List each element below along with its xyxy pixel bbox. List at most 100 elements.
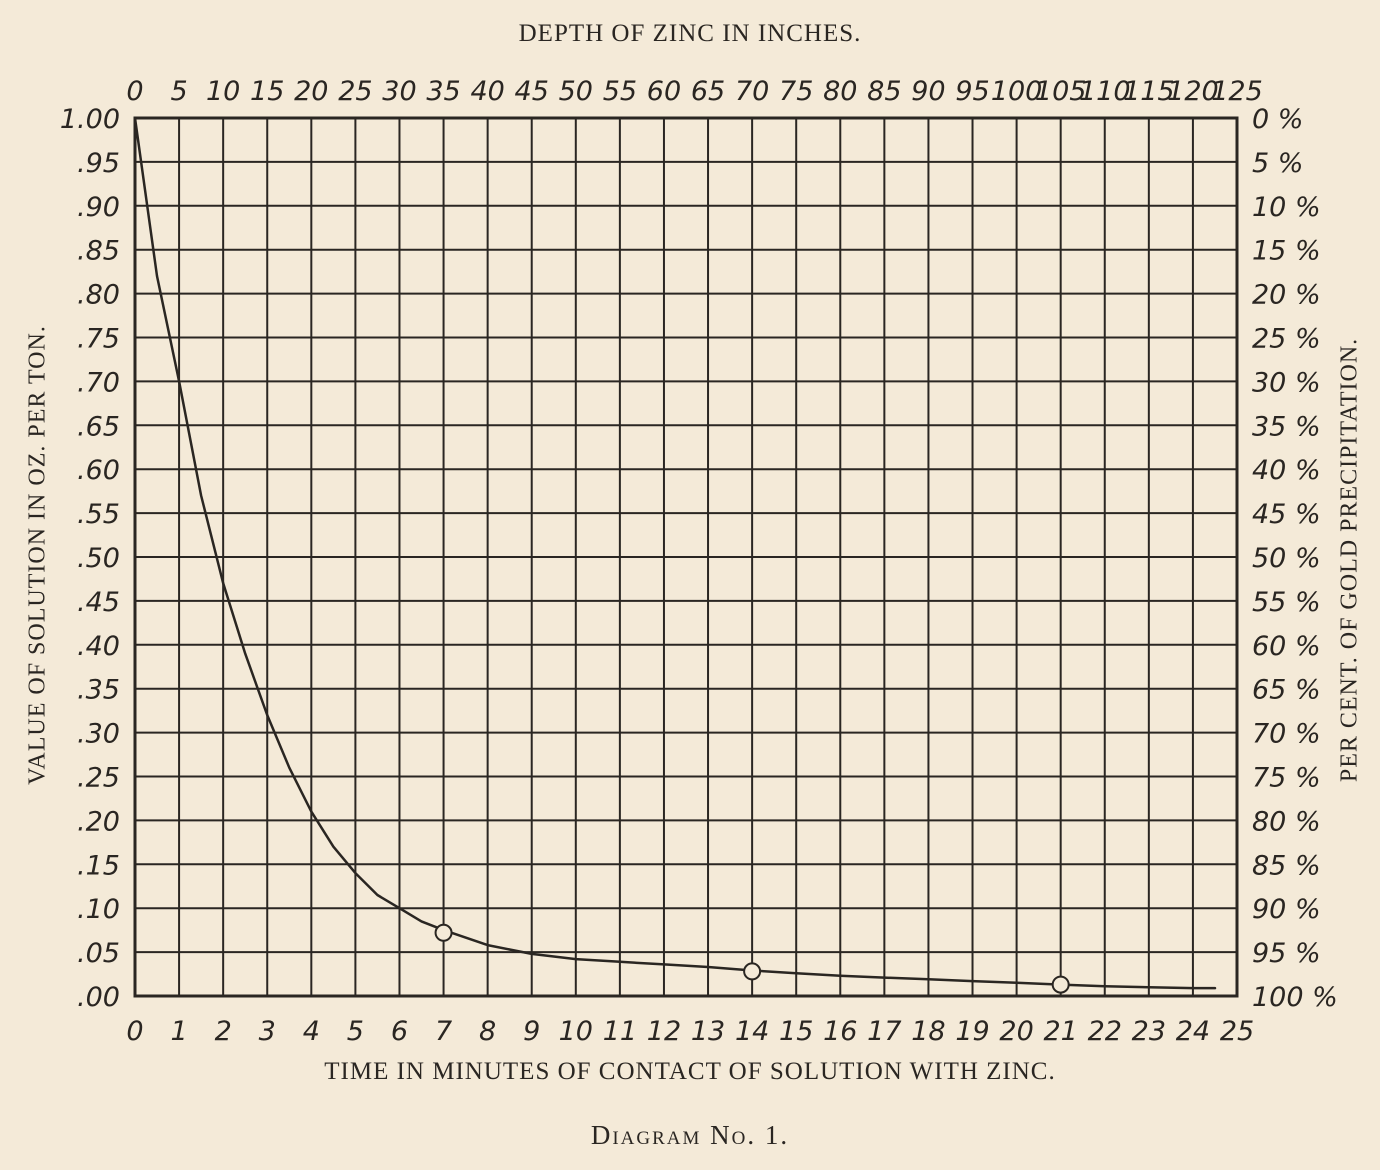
right-tick-label: 75 %: [1252, 763, 1321, 794]
right-tick-label: 5 %: [1252, 148, 1303, 179]
top-tick-label: 75: [779, 76, 813, 107]
bottom-axis-title: TIME IN MINUTES OF CONTACT OF SOLUTION W…: [324, 1058, 1056, 1085]
plot-border: [133, 116, 1239, 998]
left-tick-label: .60: [77, 455, 120, 486]
right-axis-ticks: 0 % 5 % 10 % 15 % 20 % 25 % 30 % 35 % 40 % 45 % 50…: [1252, 104, 1338, 1013]
left-tick-label: .40: [77, 631, 120, 662]
right-tick-label: 70 %: [1252, 719, 1321, 750]
top-tick-label: 125: [1211, 76, 1263, 107]
top-tick-label: 50: [559, 76, 593, 107]
left-tick-label: .65: [77, 411, 120, 442]
right-tick-label: 55 %: [1252, 587, 1321, 618]
left-tick-label: .35: [77, 675, 120, 706]
bottom-tick-label: 22: [1088, 1016, 1122, 1047]
top-tick-label: 5: [170, 76, 187, 107]
top-tick-label: 45: [515, 76, 549, 107]
top-tick-label: 10: [206, 76, 240, 107]
grid: [134, 117, 1238, 997]
top-axis-title: DEPTH OF ZINC IN INCHES.: [518, 20, 862, 47]
right-tick-label: 65 %: [1252, 675, 1321, 706]
bottom-tick-label: 5: [347, 1016, 364, 1047]
left-tick-label: .20: [77, 806, 120, 837]
right-tick-label: 45 %: [1252, 499, 1321, 530]
top-tick-label: 20: [294, 76, 328, 107]
left-axis-ticks: 1.00 .95 .90 .85 .80 .75 .70 .65 .60 .55 .50 .45 .40…: [60, 104, 120, 1013]
bottom-tick-label: 13: [691, 1016, 725, 1047]
bottom-tick-label: 12: [647, 1016, 681, 1047]
series-line: [133, 116, 1217, 990]
right-tick-label: 85 %: [1252, 850, 1321, 881]
right-tick-label: 30 %: [1252, 367, 1321, 398]
bottom-tick-label: 4: [303, 1016, 320, 1047]
marker-layer: [434, 923, 1070, 994]
bottom-tick-label: 20: [999, 1016, 1033, 1047]
top-tick-label: 85: [867, 76, 901, 107]
data-point-marker: [743, 962, 762, 981]
bottom-tick-label: 0: [126, 1016, 143, 1047]
left-tick-label: .30: [77, 719, 120, 750]
left-tick-label: .45: [77, 587, 120, 618]
plot-frame: [133, 116, 1239, 998]
left-tick-label: 1.00: [60, 104, 120, 135]
right-tick-label: 95 %: [1252, 938, 1321, 969]
left-tick-label: .05: [77, 938, 120, 969]
bottom-tick-label: 3: [259, 1016, 276, 1047]
data-point-marker: [434, 923, 453, 942]
data-point-marker: [1051, 975, 1070, 994]
right-tick-label: 35 %: [1252, 411, 1321, 442]
bottom-tick-label: 17: [867, 1016, 901, 1047]
bottom-tick-label: 6: [391, 1016, 408, 1047]
top-tick-label: 55: [603, 76, 637, 107]
top-tick-label: 80: [823, 76, 857, 107]
top-axis-ticks: 0 5 10 15 20 25 30 35 40 45 50 55 60 65 70 75 80 85 90 95 10…: [126, 76, 1262, 107]
bottom-tick-label: 11: [603, 1016, 637, 1047]
bottom-tick-label: 24: [1176, 1016, 1210, 1047]
top-tick-label: 25: [338, 76, 372, 107]
top-tick-label: 105: [1035, 76, 1087, 107]
left-tick-label: .10: [77, 894, 120, 925]
right-tick-label: 25 %: [1252, 324, 1321, 355]
bottom-tick-label: 7: [435, 1016, 452, 1047]
top-tick-label: 95: [955, 76, 989, 107]
top-tick-label: 40: [470, 76, 504, 107]
left-tick-label: .25: [77, 763, 120, 794]
right-tick-label: 10 %: [1252, 192, 1321, 223]
top-tick-label: 60: [647, 76, 681, 107]
bottom-tick-label: 18: [911, 1016, 945, 1047]
right-tick-label: 100 %: [1252, 982, 1338, 1013]
top-tick-label: 120: [1167, 76, 1219, 107]
right-tick-label: 60 %: [1252, 631, 1321, 662]
top-tick-label: 90: [911, 76, 945, 107]
top-tick-label: 65: [691, 76, 725, 107]
left-tick-label: .95: [77, 148, 120, 179]
bottom-tick-label: 16: [823, 1016, 857, 1047]
top-tick-label: 0: [126, 76, 143, 107]
right-tick-label: 20 %: [1252, 280, 1321, 311]
top-tick-label: 35: [426, 76, 460, 107]
left-tick-label: .55: [77, 499, 120, 530]
bottom-tick-label: 21: [1044, 1016, 1078, 1047]
left-tick-label: .75: [77, 324, 120, 355]
top-tick-label: 30: [382, 76, 416, 107]
left-tick-label: .00: [77, 982, 120, 1013]
bottom-tick-label: 23: [1132, 1016, 1166, 1047]
top-tick-label: 70: [735, 76, 769, 107]
bottom-tick-label: 14: [735, 1016, 769, 1047]
right-tick-label: 40 %: [1252, 455, 1321, 486]
bottom-tick-label: 15: [779, 1016, 813, 1047]
diagram-caption: Diagram No. 1.: [590, 1120, 790, 1150]
left-tick-label: .50: [77, 543, 120, 574]
left-tick-label: .15: [77, 850, 120, 881]
bottom-tick-label: 25: [1220, 1016, 1254, 1047]
bottom-tick-label: 2: [215, 1016, 232, 1047]
right-tick-label: 50 %: [1252, 543, 1321, 574]
right-tick-label: 0 %: [1252, 104, 1303, 135]
right-tick-label: 90 %: [1252, 894, 1321, 925]
right-tick-label: 15 %: [1252, 236, 1321, 267]
bottom-tick-label: 10: [559, 1016, 593, 1047]
top-tick-label: 100: [991, 76, 1043, 107]
left-tick-label: .70: [77, 367, 120, 398]
top-tick-label: 110: [1079, 76, 1131, 107]
